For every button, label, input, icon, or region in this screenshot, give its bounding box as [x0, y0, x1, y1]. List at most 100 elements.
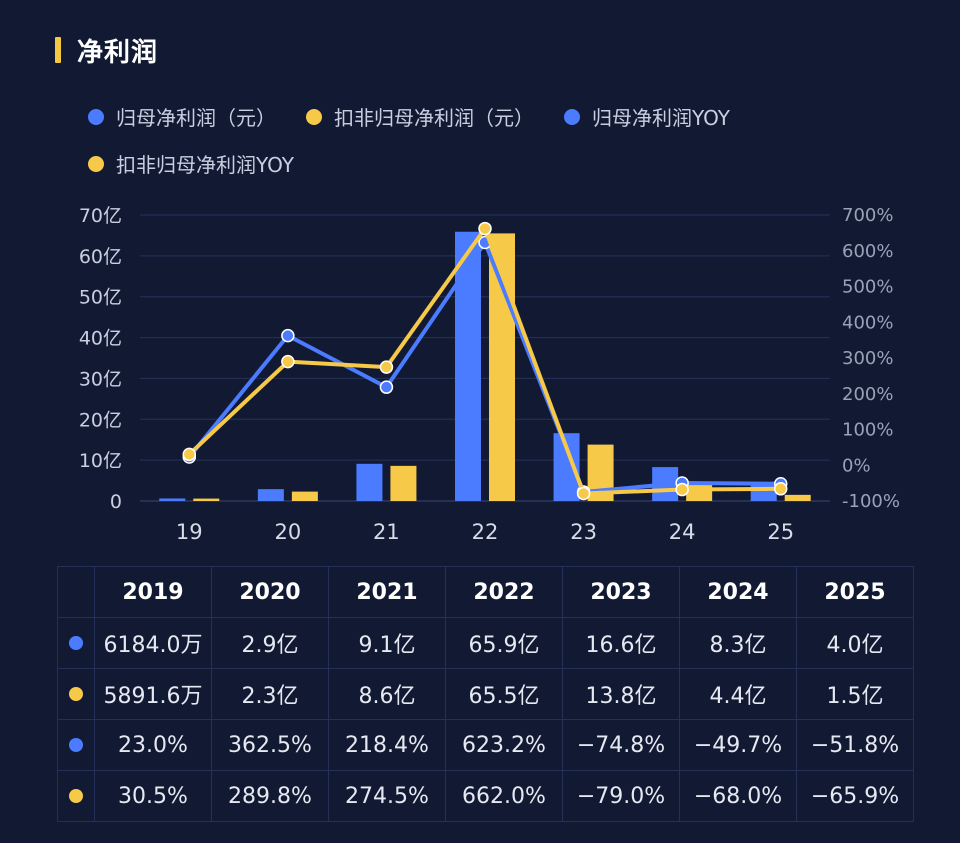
line-point[interactable]	[182, 447, 197, 462]
table-year-header: 2022	[445, 566, 563, 618]
line-point[interactable]	[576, 486, 591, 501]
chart-grid	[140, 214, 830, 502]
table-cell: 65.9亿	[445, 617, 563, 669]
x-tick-label: 21	[373, 520, 400, 544]
x-tick-label: 24	[669, 520, 696, 544]
table-cell: 218.4%	[328, 719, 446, 771]
table-cell: 2.9亿	[211, 617, 329, 669]
section-title: 净利润	[77, 37, 159, 68]
table-cell: −74.8%	[562, 719, 680, 771]
legend-label: 扣非归母净利润YOY	[116, 153, 294, 177]
x-tick-label: 23	[570, 520, 597, 544]
line-point[interactable]	[281, 328, 295, 343]
bar[interactable]	[159, 498, 186, 501]
legend-item[interactable]: 归母净利润（元）	[88, 102, 276, 131]
bar[interactable]	[784, 494, 811, 501]
y-right-tick-label: 400%	[842, 312, 893, 333]
y-left-tick-label: 0	[110, 491, 122, 513]
table-cell: 5891.6万	[94, 668, 212, 720]
y-right-tick-label: 700%	[842, 205, 893, 226]
y-left-tick-label: 50亿	[79, 287, 122, 309]
bar[interactable]	[193, 498, 220, 501]
bar[interactable]	[390, 465, 417, 501]
table-cell: 65.5亿	[445, 668, 563, 720]
line-point[interactable]	[379, 360, 394, 374]
table-cell: 662.0%	[445, 770, 563, 822]
line-point[interactable]	[379, 380, 394, 394]
series-dot-icon	[69, 686, 83, 701]
chart-ticks: 0 10亿 20亿 30亿 40亿 50亿 60亿 70亿 -100% 0% 100% 200% 300…	[79, 205, 900, 544]
table-cell: 9.1亿	[328, 617, 446, 669]
line-point[interactable]	[281, 354, 295, 369]
table-row-marker	[57, 719, 95, 771]
table-corner-cell	[57, 566, 95, 618]
table-cell: 2.3亿	[211, 668, 329, 720]
legend-label: 扣非归母净利润（元）	[334, 106, 534, 130]
legend-dot-icon	[306, 108, 322, 125]
y-left-tick-label: 10亿	[79, 450, 122, 472]
table-row-marker	[57, 668, 95, 720]
table-cell: 8.3亿	[679, 617, 797, 669]
bar[interactable]	[257, 489, 284, 501]
table-row: 23.0% 362.5% 218.4% 623.2% −74.8% −49.7% −51.8…	[57, 719, 914, 771]
table-row: 5891.6万 2.3亿 8.6亿 65.5亿 13.8亿 4.4亿 1.5亿	[57, 668, 914, 720]
table-year-header: 2024	[679, 566, 797, 618]
y-left-tick-label: 60亿	[79, 246, 122, 268]
line-point[interactable]	[478, 221, 492, 236]
table-cell: 289.8%	[211, 770, 329, 822]
table-year-header: 2020	[211, 566, 329, 618]
table-row: 6184.0万 2.9亿 9.1亿 65.9亿 16.6亿 8.3亿 4.0亿	[57, 617, 914, 669]
series-line	[187, 240, 781, 494]
table-cell: 30.5%	[94, 770, 212, 822]
table-cell: −68.0%	[679, 770, 797, 822]
table-cell: 362.5%	[211, 719, 329, 771]
series-dot-icon	[69, 737, 83, 752]
table-cell: 274.5%	[328, 770, 446, 822]
table-year-header: 2025	[796, 566, 914, 618]
table-row-marker	[57, 770, 95, 822]
table-row-marker	[57, 617, 95, 669]
table-cell: −51.8%	[796, 719, 914, 771]
y-right-tick-label: 100%	[842, 420, 893, 441]
y-left-tick-label: 30亿	[79, 368, 122, 390]
chart-lines	[182, 221, 788, 501]
bar[interactable]	[686, 483, 713, 501]
table-cell: 23.0%	[94, 719, 212, 771]
section-accent-bar	[55, 37, 61, 63]
y-right-tick-label: 200%	[842, 384, 893, 405]
table-cell: 623.2%	[445, 719, 563, 771]
series-dot-icon	[69, 788, 83, 803]
bar[interactable]	[291, 491, 318, 501]
x-tick-label: 20	[274, 520, 301, 544]
table-year-header: 2019	[94, 566, 212, 618]
series-line	[187, 226, 781, 496]
line-point[interactable]	[675, 482, 689, 497]
bar[interactable]	[356, 463, 383, 501]
bar[interactable]	[455, 231, 481, 501]
legend-label: 归母净利润YOY	[592, 106, 730, 130]
legend-label: 归母净利润（元）	[116, 106, 276, 130]
line-point[interactable]	[773, 482, 788, 496]
legend-dot-icon	[564, 108, 580, 125]
table-year-header: 2023	[562, 566, 680, 618]
y-right-tick-label: 600%	[842, 241, 893, 262]
table-cell: −79.0%	[562, 770, 680, 822]
table-row: 30.5% 289.8% 274.5% 662.0% −79.0% −68.0% −65.9…	[57, 770, 914, 822]
table-cell: 4.0亿	[796, 617, 914, 669]
y-right-tick-label: 500%	[842, 277, 893, 298]
table-cell: 13.8亿	[562, 668, 680, 720]
table-header-row: 2019 2020 2021 2022 2023 2024 2025	[57, 566, 914, 618]
legend-dot-icon	[88, 155, 104, 172]
data-table: 2019 2020 2021 2022 2023 2024 2025 6184.0万 2.9亿…	[57, 566, 914, 822]
x-tick-label: 22	[472, 520, 499, 544]
y-left-tick-label: 70亿	[79, 205, 122, 227]
series-dot-icon	[69, 635, 83, 650]
legend-item[interactable]: 归母净利润YOY	[564, 102, 730, 131]
chart-bars	[159, 231, 811, 501]
y-right-tick-label: 0%	[842, 455, 871, 476]
section-header: 净利润	[55, 34, 159, 68]
legend-item[interactable]: 扣非归母净利润YOY	[88, 149, 294, 178]
net-profit-chart: 0 10亿 20亿 30亿 40亿 50亿 60亿 70亿 -100% 0% 100% 200% 300…	[79, 205, 900, 544]
chart-legend: 归母净利润（元） 扣非归母净利润（元） 归母净利润YOY 扣非归母净利润YOY	[88, 102, 848, 196]
legend-item[interactable]: 扣非归母净利润（元）	[306, 102, 534, 131]
